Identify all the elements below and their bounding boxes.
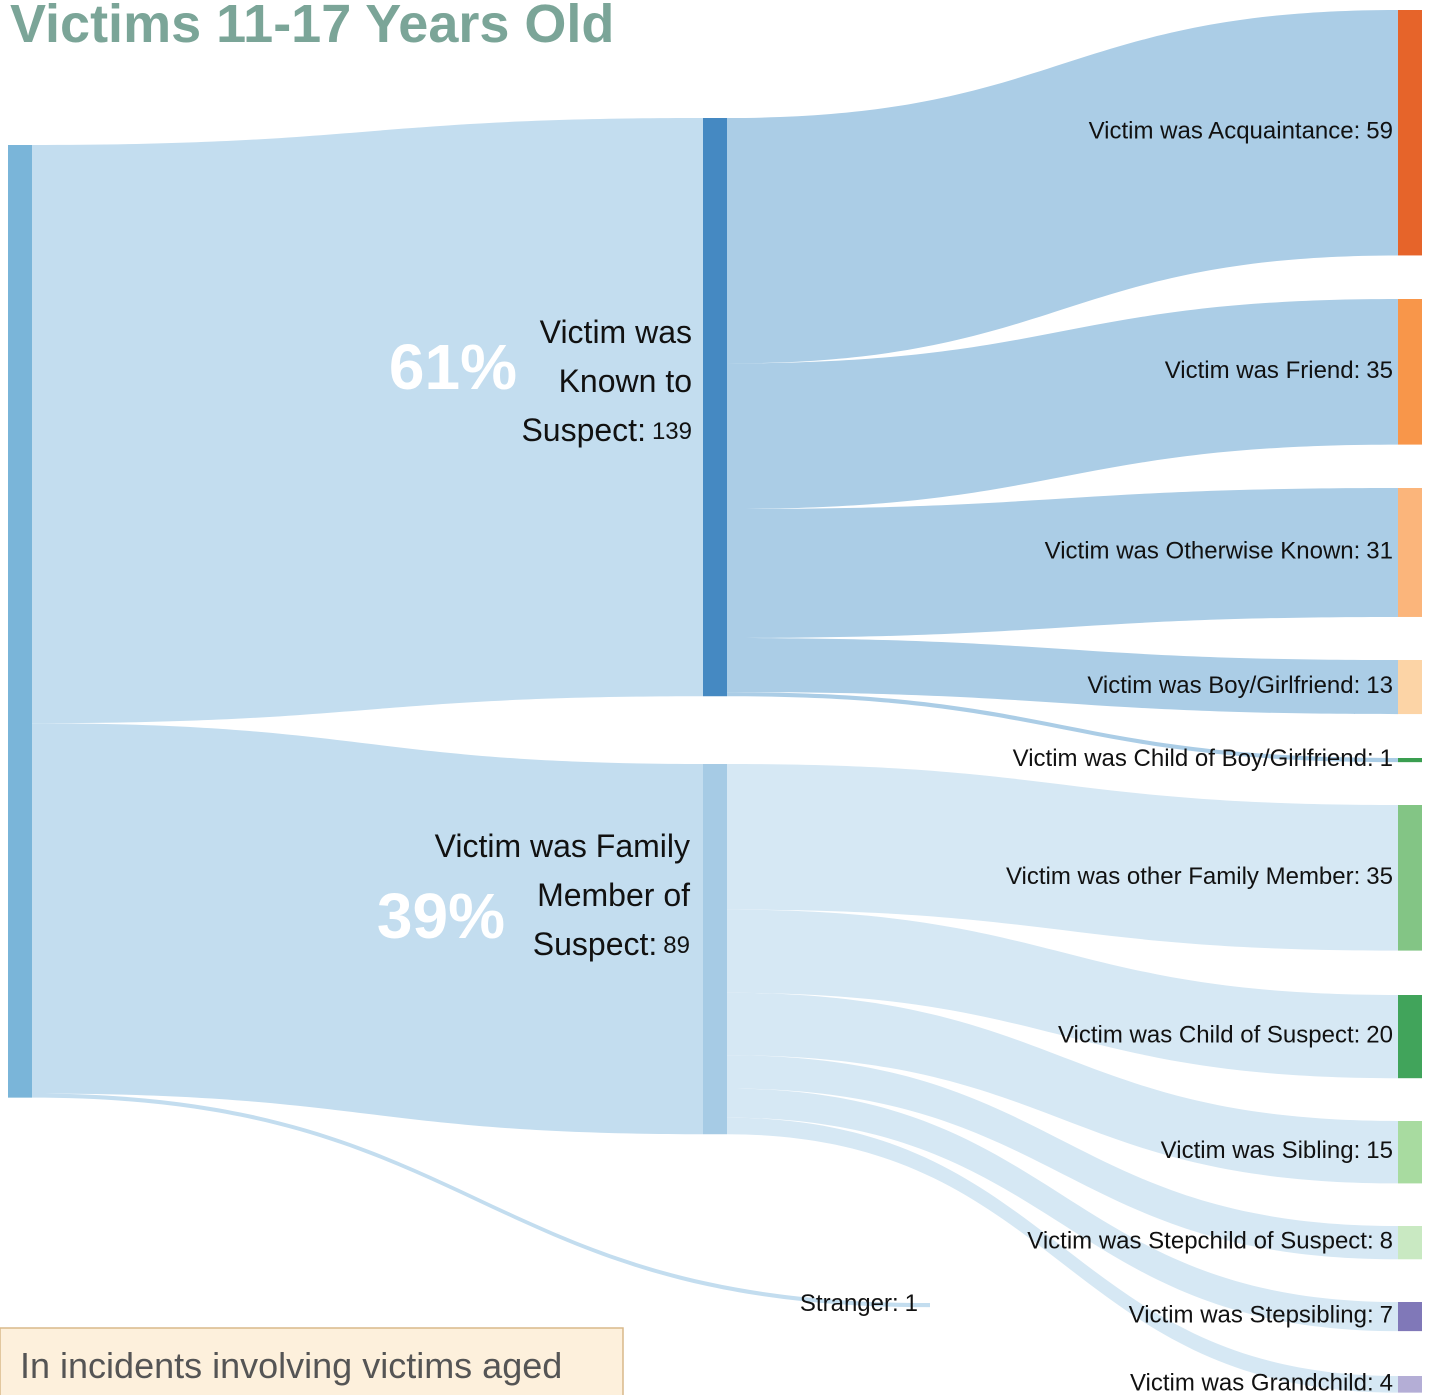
- share-label: 39%: [377, 880, 505, 952]
- node: [1398, 805, 1422, 951]
- node-label: Victim was Boy/Girlfriend: 13: [1087, 672, 1393, 699]
- node: [1398, 299, 1422, 445]
- node-label: Victim was other Family Member: 35: [1006, 863, 1393, 890]
- link: [32, 1093, 926, 1308]
- chart-title: Victims 11-17 Years Old: [10, 0, 614, 54]
- node-value: 7: [1380, 1302, 1393, 1329]
- note: In incidents involving victims aged: [20, 1345, 562, 1386]
- node: [703, 118, 727, 697]
- node-value: 139: [652, 418, 692, 445]
- node: [1398, 1302, 1422, 1332]
- link: [727, 10, 1398, 364]
- node-label: Victim was Stepchild of Suspect: 8: [1027, 1228, 1393, 1255]
- node-value: 8: [1380, 1228, 1393, 1255]
- label-line: Victim was: [540, 314, 692, 350]
- label-text: Victim was Stepchild of Suspect:: [1027, 1228, 1373, 1255]
- link: [727, 488, 1398, 638]
- nodes: [8, 10, 1422, 1393]
- node-value: 31: [1366, 538, 1393, 565]
- node-value: 35: [1366, 357, 1393, 384]
- node-value: 35: [1366, 863, 1393, 890]
- node: [1398, 1376, 1422, 1393]
- node-label: Victim was Child of Boy/Girlfriend: 1: [1013, 745, 1393, 772]
- node-value: 1: [905, 1290, 918, 1317]
- label-text: Victim was Boy/Girlfriend:: [1087, 672, 1360, 699]
- label-text: Victim was Stepsibling:: [1129, 1302, 1374, 1329]
- node: [1398, 10, 1422, 256]
- link: [727, 1117, 1398, 1393]
- label-line: Known to: [559, 363, 692, 399]
- share-label: 61%: [389, 331, 517, 403]
- node: [1398, 660, 1422, 715]
- node-value: 89: [663, 932, 690, 959]
- label-line: Member of: [537, 877, 690, 913]
- node-label: Victim was Stepsibling: 7: [1129, 1302, 1393, 1329]
- node-label: Victim was Child of Suspect: 20: [1058, 1022, 1393, 1049]
- node: [926, 1303, 930, 1308]
- label-text: Victim was Sibling:: [1161, 1138, 1361, 1165]
- link: [727, 909, 1398, 1079]
- node-label: Victim was Otherwise Known: 31: [1045, 538, 1393, 565]
- label-text: Victim was Friend:: [1165, 357, 1361, 384]
- node-label: Victim was Acquaintance: 59: [1089, 118, 1393, 145]
- node-label: Victim was Friend: 35: [1165, 357, 1393, 384]
- node-value: 4: [1380, 1370, 1393, 1395]
- node: [1398, 488, 1422, 617]
- label-text: Victim was Acquaintance:: [1089, 118, 1361, 145]
- node: [1398, 1121, 1422, 1184]
- node: [1398, 758, 1422, 763]
- node-label: Suspect: 89: [533, 926, 690, 962]
- node-label: Victim was Family Member of: [435, 828, 691, 913]
- label-text: Stranger:: [800, 1290, 899, 1317]
- node: [1398, 1226, 1422, 1260]
- link: [727, 299, 1398, 510]
- node-value: 15: [1366, 1138, 1393, 1165]
- node-value: 13: [1366, 672, 1393, 699]
- node-label: Victim was Sibling: 15: [1161, 1138, 1393, 1165]
- label-line: Victim was Family: [435, 828, 690, 864]
- label-text: Victim was Child of Boy/Girlfriend:: [1013, 745, 1374, 772]
- node-value: 20: [1366, 1022, 1393, 1049]
- node: [703, 764, 727, 1135]
- node-label: Stranger: 1: [800, 1290, 918, 1317]
- link: [32, 118, 703, 724]
- label-text: Victim was Child of Suspect:: [1058, 1022, 1360, 1049]
- label-text: Victim was Otherwise Known:: [1045, 538, 1361, 565]
- node-value: 1: [1380, 745, 1393, 772]
- node-label: Victim was Grandchild: 4: [1130, 1370, 1393, 1395]
- link: [727, 1055, 1398, 1260]
- link: [32, 723, 703, 1135]
- link: [727, 764, 1398, 951]
- label-line: Suspect:: [533, 926, 658, 962]
- link: [727, 1088, 1398, 1332]
- label-text: Victim was other Family Member:: [1006, 863, 1360, 890]
- link: [727, 992, 1398, 1184]
- links: [32, 10, 1398, 1393]
- link: [727, 692, 1398, 763]
- node: [8, 145, 32, 1098]
- link: [727, 638, 1398, 715]
- label-text: Victim was Grandchild:: [1130, 1370, 1374, 1395]
- label-line: Suspect:: [521, 412, 646, 448]
- note-box: [0, 1327, 624, 1395]
- node-label: Victim was Known to: [540, 314, 692, 399]
- node-value: 59: [1366, 118, 1393, 145]
- node-label: Suspect: 139: [521, 412, 692, 448]
- node: [1398, 995, 1422, 1079]
